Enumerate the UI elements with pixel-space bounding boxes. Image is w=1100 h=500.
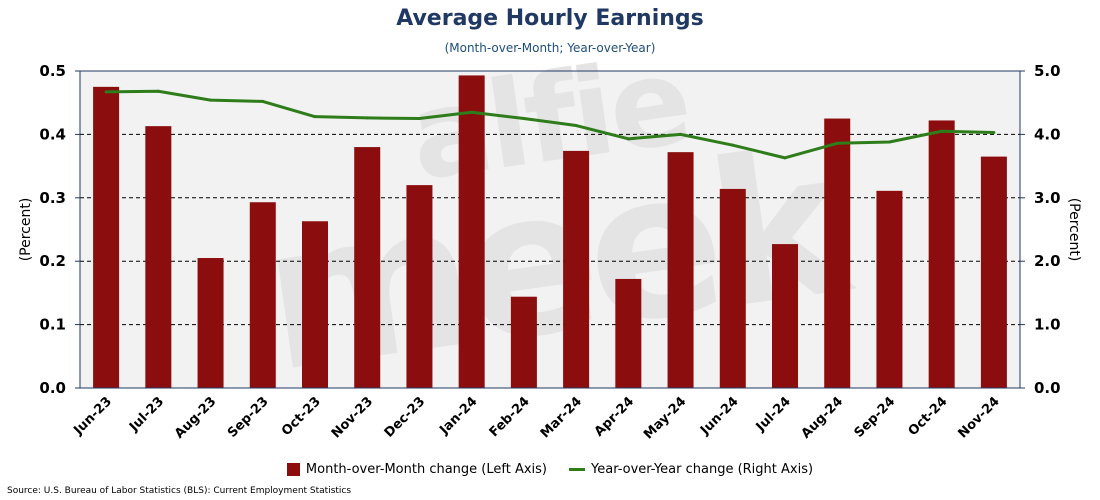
bar-Oct-23 xyxy=(302,221,328,388)
bar-Aug-23 xyxy=(197,258,224,388)
y-tick-label: 0.5 xyxy=(39,62,66,80)
y2-axis-label: (Percent) xyxy=(1066,198,1082,262)
y-axis-label: (Percent) xyxy=(18,198,34,262)
y2-tick-label: 5.0 xyxy=(1034,62,1061,80)
bar-Jun-24 xyxy=(719,188,746,388)
x-tick-label: Aug-24 xyxy=(799,394,846,441)
yoy-point-Feb-24 xyxy=(522,117,526,121)
y2-tick-label: 2.0 xyxy=(1034,252,1061,270)
yoy-point-May-24 xyxy=(679,132,683,136)
x-tick-label: Apr-24 xyxy=(592,394,637,439)
x-tick-label: Feb-24 xyxy=(487,394,533,440)
legend-label-yoy: Year-over-Year change (Right Axis) xyxy=(591,462,814,477)
x-tick-label: Jul-23 xyxy=(126,394,167,435)
chart-title: Average Hourly Earnings xyxy=(396,6,704,31)
source-note: Source: U.S. Bureau of Labor Statistics … xyxy=(7,486,352,496)
bar-Jun-23 xyxy=(93,86,120,388)
x-tick-label: Jul-24 xyxy=(753,394,794,435)
bar-Oct-24 xyxy=(928,120,955,389)
legend-swatch-yoy xyxy=(569,468,586,471)
yoy-point-Dec-23 xyxy=(417,117,421,121)
yoy-point-Jan-24 xyxy=(470,110,474,114)
yoy-line xyxy=(106,89,994,160)
bar-Aug-24 xyxy=(824,118,851,389)
x-tick-label: Aug-23 xyxy=(172,394,219,441)
yoy-point-Aug-24 xyxy=(835,141,839,145)
yoy-point-Aug-23 xyxy=(209,98,213,102)
bar-May-24 xyxy=(667,152,694,388)
y2-tick-label: 0.0 xyxy=(1034,379,1061,397)
x-tick-label: Oct-24 xyxy=(906,394,951,439)
legend-item-yoy: Year-over-Year change (Right Axis) xyxy=(569,462,813,477)
bar-Nov-24 xyxy=(980,156,1007,388)
x-tick-label: May-24 xyxy=(641,394,689,442)
y-tick-label: 0.1 xyxy=(39,316,66,334)
yoy-point-Sep-23 xyxy=(261,99,265,103)
bar-Mar-24 xyxy=(563,150,590,388)
x-tick-label: Sep-23 xyxy=(225,394,272,441)
bar-Jul-24 xyxy=(772,244,798,388)
yoy-point-Nov-24 xyxy=(992,130,996,134)
yoy-point-Jun-24 xyxy=(731,143,735,147)
bar-Feb-24 xyxy=(510,296,537,388)
y-tick-label: 0.2 xyxy=(39,252,66,270)
chart-legend: Month-over-Month change (Left Axis) Year… xyxy=(0,462,1100,477)
legend-swatch-mom xyxy=(286,463,300,476)
bar-Sep-24 xyxy=(876,190,903,388)
yoy-point-Jul-23 xyxy=(156,89,160,93)
yoy-point-Sep-24 xyxy=(887,140,891,144)
y-tick-label: 0.3 xyxy=(39,189,66,207)
x-tick-label: Jun-23 xyxy=(71,394,115,438)
x-tick-label: Sep-24 xyxy=(852,394,899,441)
y2-tick-label: 4.0 xyxy=(1034,125,1061,143)
yoy-point-Mar-24 xyxy=(574,124,578,128)
legend-item-mom: Month-over-Month change (Left Axis) xyxy=(286,462,548,477)
bar-Jul-23 xyxy=(145,126,172,389)
y-tick-label: 0.0 xyxy=(39,379,66,397)
yoy-point-Oct-23 xyxy=(313,115,317,119)
yoy-point-Jul-24 xyxy=(783,156,787,160)
yoy-point-Oct-24 xyxy=(940,129,944,133)
yoy-point-Nov-23 xyxy=(365,116,369,120)
y-tick-label: 0.4 xyxy=(39,125,66,143)
y2-tick-label: 1.0 xyxy=(1034,316,1061,334)
x-tick-label: Jun-24 xyxy=(697,394,741,438)
yoy-point-Jun-23 xyxy=(104,90,108,94)
plot-background xyxy=(80,71,1020,388)
bar-Dec-23 xyxy=(406,185,433,388)
plot-border xyxy=(79,70,1021,389)
legend-label-mom: Month-over-Month change (Left Axis) xyxy=(305,462,548,477)
bar-Sep-23 xyxy=(249,202,276,388)
y2-tick-label: 3.0 xyxy=(1034,189,1061,207)
yoy-point-Apr-24 xyxy=(626,137,630,141)
bar-Jan-24 xyxy=(458,75,485,389)
x-tick-label: Mar-24 xyxy=(538,394,585,441)
x-tick-label: Nov-24 xyxy=(955,394,1002,441)
x-tick-label: Jan-24 xyxy=(436,394,480,438)
chart-subtitle: (Month-over-Month; Year-over-Year) xyxy=(444,41,656,55)
bar-Apr-24 xyxy=(615,278,642,388)
bar-Nov-23 xyxy=(354,147,381,388)
